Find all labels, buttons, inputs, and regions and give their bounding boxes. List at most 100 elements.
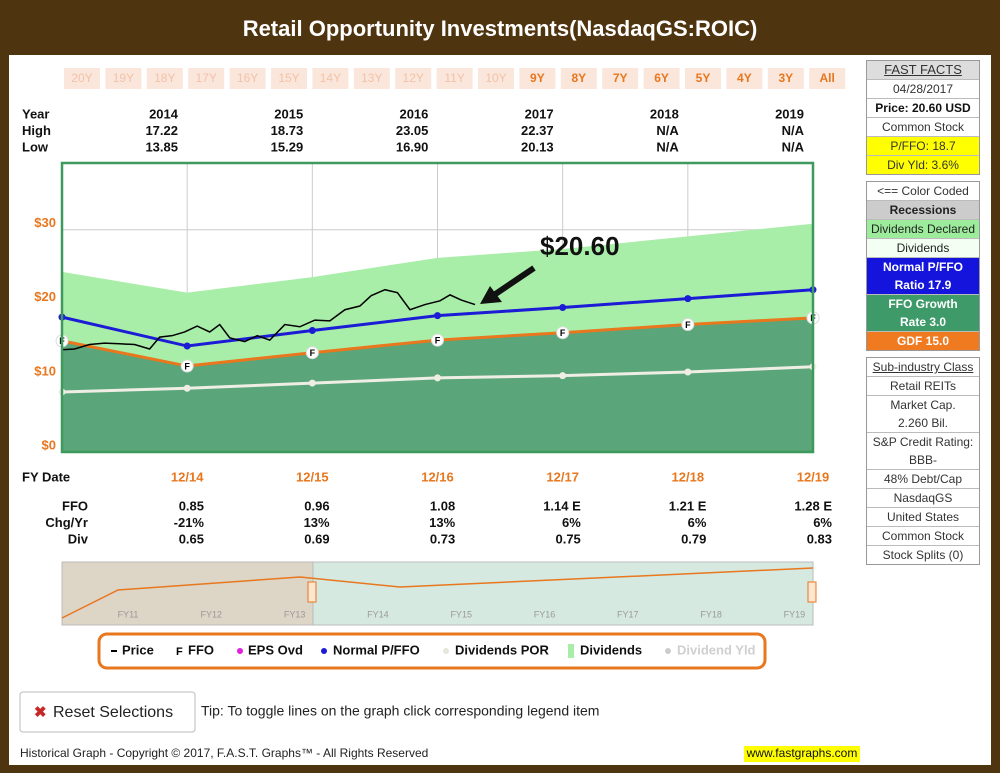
website-bg (744, 746, 860, 762)
website[interactable]: www.fastgraphs.com (746, 746, 858, 760)
row-label: Year (22, 106, 49, 121)
fact-text: Normal P/FFO (882, 260, 963, 274)
fact-text: S&P Credit Rating: (872, 435, 974, 449)
cell: 20.13 (521, 139, 554, 154)
fact-text: Price: 20.60 USD (875, 101, 971, 115)
legend-symbol[interactable]: F (176, 646, 183, 658)
price-annotation: $20.60 (540, 231, 620, 261)
range-button-bg (353, 68, 390, 89)
range-button[interactable]: 3Y (778, 71, 793, 85)
cell: 18.73 (271, 123, 304, 138)
range-button-bg[interactable] (560, 68, 597, 89)
legend-item[interactable]: Normal P/FFO (321, 642, 420, 657)
range-button-bg[interactable] (767, 68, 804, 89)
fact: GDF 15.0 (867, 332, 979, 350)
legend-label[interactable]: Dividend Yld (677, 642, 756, 657)
fact-text: Stock Splits (0) (882, 548, 964, 562)
range-button-bg (271, 68, 307, 89)
range-button-bg (105, 68, 142, 89)
range-button-bg[interactable] (519, 68, 556, 89)
cell: 2019 (775, 106, 804, 121)
legend-item[interactable]: Dividends POR (443, 642, 550, 657)
fact: Retail REITs (867, 377, 979, 396)
range-button: 20Y (71, 71, 92, 85)
range-button[interactable]: 6Y (654, 71, 669, 85)
cell: 1.14 E (543, 498, 581, 513)
range-button-bg[interactable] (643, 68, 680, 89)
point (308, 326, 316, 334)
x-tick-label: 12/14 (171, 469, 204, 484)
navigator-labels: FY11 FY12 FY13 FY14 FY15 FY16 FY17 FY18 FY19 (118, 609, 806, 619)
area (62, 317, 813, 452)
legend-label[interactable]: Price (122, 642, 154, 657)
range-button-bg[interactable] (726, 68, 763, 89)
cell: 2015 (274, 106, 303, 121)
range-button[interactable]: 8Y (571, 71, 586, 85)
navigator-label: FY17 (617, 609, 639, 619)
cell: 16.90 (396, 139, 429, 154)
reset-button[interactable]: ✖ Reset Selections (19, 691, 196, 733)
x-tick-label: 12/15 (296, 469, 329, 484)
cell: 17.22 (145, 123, 178, 138)
fact-text: Common Stock (881, 120, 965, 134)
cell: 0.65 (179, 531, 204, 546)
reset-label[interactable]: Reset Selections (53, 704, 173, 721)
row-label: FFO (62, 498, 88, 513)
range-button-bg[interactable] (685, 68, 721, 89)
legend-item[interactable]: Dividend Yld (665, 642, 756, 657)
fact: Dividends Declared (867, 220, 979, 239)
legend-item[interactable]: EPS Ovd (237, 642, 303, 657)
nav-handle[interactable] (807, 581, 817, 603)
range-button[interactable]: 9Y (530, 71, 545, 85)
y-tick-label: $0 (42, 437, 56, 452)
fact-text: 2.260 Bil. (897, 416, 949, 430)
fact: Recessions (867, 201, 979, 220)
navigator-label: FY11 (118, 609, 139, 619)
fact-text: 04/28/2017 (892, 82, 954, 96)
fact: P/FFO: 18.7 (867, 137, 979, 156)
legend-item[interactable]: Price (111, 642, 154, 657)
legend-label[interactable]: Dividends (580, 642, 642, 657)
range-button-bg (436, 68, 473, 89)
fact-text: FFO Growth (888, 297, 958, 311)
cell: 0.83 (807, 531, 832, 546)
fact-text: 48% Debt/Cap (883, 472, 963, 486)
nav-handle[interactable] (307, 581, 317, 603)
point-symbol: F (184, 361, 190, 371)
legend-label[interactable]: EPS Ovd (248, 642, 303, 657)
point (305, 346, 319, 360)
legend-item[interactable]: Dividends (568, 642, 642, 658)
range-button: 16Y (237, 71, 258, 85)
line (61, 288, 476, 351)
fact-text: Dividends (896, 241, 950, 255)
fact-text: Div Yld: 3.6% (887, 158, 959, 172)
range-button-bg (395, 68, 432, 89)
range-button-bg[interactable] (602, 68, 639, 89)
range-button[interactable]: 4Y (737, 71, 752, 85)
cell: 13% (304, 515, 330, 530)
range-button[interactable]: All (820, 71, 835, 85)
fact: Price: 20.60 USD (867, 99, 979, 118)
legend-item[interactable]: F FFO (176, 642, 214, 657)
cell: 2014 (149, 106, 179, 121)
legend-label[interactable]: FFO (188, 642, 214, 657)
fact-text: Sub-industry Class (872, 360, 974, 374)
range-button-bg (146, 68, 183, 89)
cell: 2016 (399, 106, 428, 121)
navigator-label: FY14 (367, 609, 389, 619)
cell: -21% (174, 515, 205, 530)
range-button-bg[interactable] (809, 68, 846, 89)
legend-label[interactable]: Dividends POR (455, 642, 550, 657)
legend: Price F FFO EPS Ovd Normal P/FFO Dividen… (97, 632, 767, 670)
title: Retail Opportunity Investments(NasdaqGS:… (243, 16, 758, 41)
cell: 0.69 (304, 531, 329, 546)
cell: 0.75 (555, 531, 580, 546)
range-button[interactable]: 5Y (696, 71, 711, 85)
x-tick-label: 12/16 (421, 469, 454, 484)
range-button[interactable]: 7Y (613, 71, 628, 85)
row-label: High (22, 123, 51, 138)
legend-label[interactable]: Normal P/FFO (333, 642, 420, 657)
cell: 2018 (650, 106, 679, 121)
row-label: Chg/Yr (45, 515, 88, 530)
